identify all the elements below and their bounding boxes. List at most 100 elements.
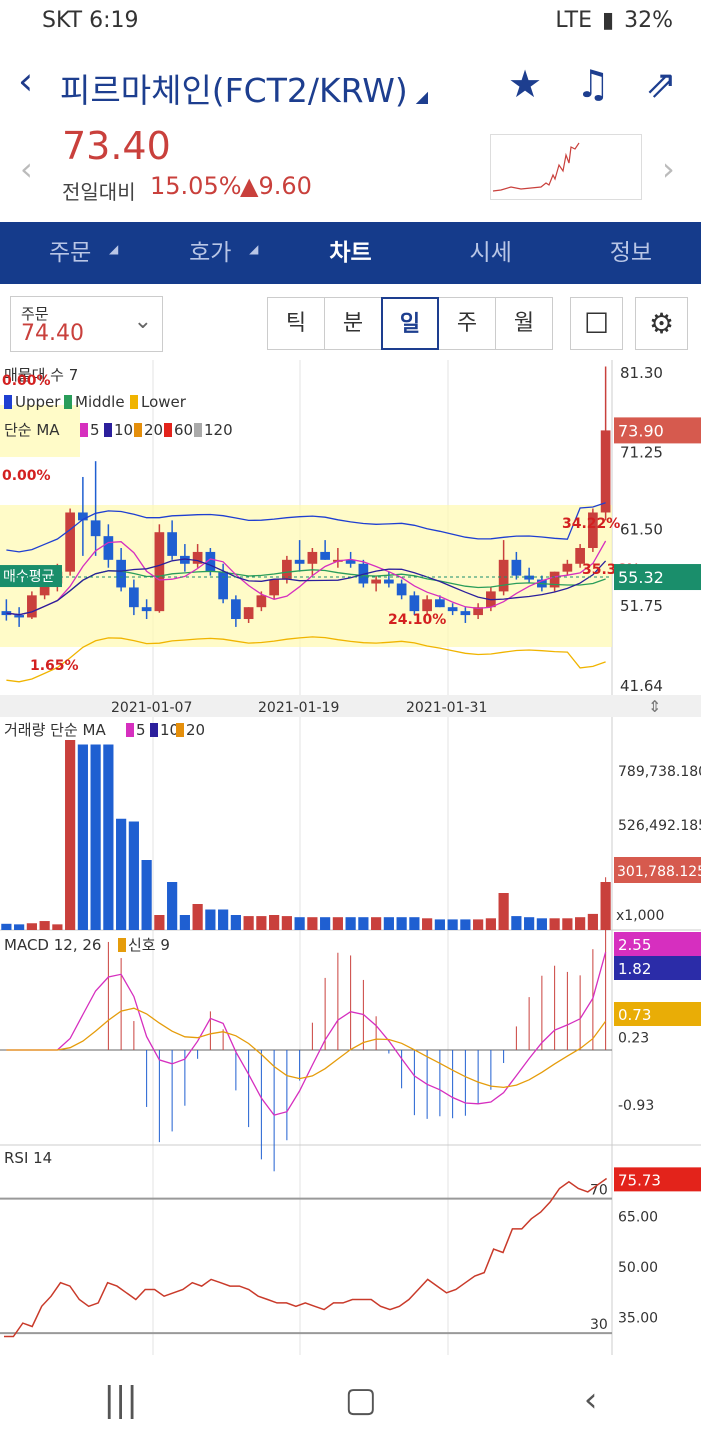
legend-swatch xyxy=(4,395,12,409)
candle-body xyxy=(78,512,88,521)
tab-chart[interactable]: 차트 xyxy=(329,240,372,266)
star-icon[interactable]: ★ xyxy=(507,62,543,106)
price-tick: 51.75 xyxy=(620,597,663,615)
last-price-badge xyxy=(614,417,701,444)
volume-bar xyxy=(39,921,50,930)
status-carrier-time: SKT 6:19 xyxy=(42,8,139,33)
candle-body xyxy=(205,551,216,572)
volume-bar xyxy=(307,917,318,930)
signal-badge-label: 0.73 xyxy=(618,1006,651,1024)
legend-swatch xyxy=(64,395,72,409)
period-selector: 틱 분 일 주 월 xyxy=(267,297,553,350)
rsi-badge xyxy=(614,1167,701,1192)
volume-bar xyxy=(179,915,190,930)
fullscreen-square-icon[interactable]: ☐ xyxy=(570,297,623,350)
volume-bar xyxy=(460,919,471,930)
bell-icon[interactable]: ♫ xyxy=(575,62,611,106)
recent-apps-icon[interactable]: ||| xyxy=(103,1380,138,1420)
tab-info[interactable]: 정보 xyxy=(609,240,653,266)
candle-body xyxy=(562,563,573,572)
period-week[interactable]: 주 xyxy=(438,297,496,350)
avg-price-label: 55.32 xyxy=(618,568,664,587)
macd-title: MACD 12, 26 xyxy=(4,936,101,954)
volume-bar xyxy=(549,918,560,930)
candle-body xyxy=(1,611,12,616)
period-day[interactable]: 일 xyxy=(381,297,439,350)
macd-badge xyxy=(614,956,701,980)
volume-bar xyxy=(243,916,254,930)
volume-profile-zone xyxy=(0,505,612,647)
candle-body xyxy=(39,583,50,596)
signal-line xyxy=(6,1007,607,1089)
volume-bar xyxy=(536,918,547,930)
price-pane: 81.30 71.25 61.50 51.75 41.64 매물대 수 7 Upper Mid… xyxy=(0,360,701,1355)
candle-body xyxy=(231,599,241,620)
candle-body xyxy=(600,430,611,513)
candle-body xyxy=(575,547,585,564)
candle-body xyxy=(65,512,75,572)
pct-annotation: 34.22% xyxy=(562,516,620,532)
prev-coin-icon[interactable]: ‹ xyxy=(20,150,33,188)
legend-swatch xyxy=(176,723,184,737)
gear-icon[interactable]: ⚙ xyxy=(635,297,688,350)
volume-bar xyxy=(141,860,152,930)
home-icon[interactable]: ▢ xyxy=(344,1380,377,1420)
legend-swatch xyxy=(104,423,112,437)
dropdown-triangle-icon: ◢ xyxy=(415,87,429,106)
price-tick: 71.25 xyxy=(620,443,663,461)
share-icon[interactable]: ⇗ xyxy=(645,62,677,106)
legend-swatch xyxy=(134,423,142,437)
legend-label: 5 xyxy=(90,421,100,439)
volume-bar xyxy=(396,917,407,930)
price-tick: 61.50 xyxy=(620,520,663,538)
macd-tick: 0.23 xyxy=(618,1031,649,1047)
candle-body xyxy=(269,579,279,596)
tab-market[interactable]: 시세 xyxy=(469,240,512,266)
page-title[interactable]: 피르마체인(FCT2/KRW) ◢ xyxy=(60,71,429,110)
mini-chart[interactable] xyxy=(490,134,642,200)
volume-bar xyxy=(256,916,267,930)
volume-bar xyxy=(473,919,484,930)
candle-body xyxy=(116,559,126,588)
volume-bar xyxy=(524,917,535,930)
volume-bar xyxy=(90,744,101,930)
rsi-tick: 65.00 xyxy=(618,1209,658,1225)
candle-body xyxy=(167,532,177,556)
candle-body xyxy=(307,551,318,564)
volume-bar xyxy=(77,744,88,930)
signal-badge xyxy=(614,1002,701,1026)
tab-orderbook[interactable]: 호가 ◢ xyxy=(140,222,280,284)
candle-body xyxy=(129,587,139,608)
next-coin-icon[interactable]: › xyxy=(662,150,675,188)
candle-body xyxy=(460,611,471,616)
period-tick[interactable]: 틱 xyxy=(267,297,325,350)
volume-bar xyxy=(409,917,420,930)
candle-body xyxy=(384,579,394,584)
volume-bar xyxy=(587,913,598,930)
back-icon[interactable]: ‹ xyxy=(583,1380,598,1420)
main-tabs: 주문 ◢ 호가 ◢ 차트 시세 정보 xyxy=(0,222,701,284)
period-month[interactable]: 월 xyxy=(495,297,553,350)
volume-title: 거래량 단순 MA xyxy=(4,721,106,739)
volume-unit: x1,000 xyxy=(616,908,664,924)
tab-order[interactable]: 주문 ◢ xyxy=(0,222,140,284)
tab-corner-icon: ◢ xyxy=(249,242,259,256)
legend-swatch xyxy=(194,423,202,437)
volume-bar xyxy=(371,917,382,930)
header: ‹ 피르마체인(FCT2/KRW) ◢ ★ ♫ ⇗ xyxy=(0,44,701,124)
bollinger-upper xyxy=(6,502,606,553)
volume-pane: 거래량 단순 MA 5 10 20 789,738.180 526,492.185 x1,0… xyxy=(0,721,701,931)
legend-label: 5 xyxy=(136,721,146,739)
candle-body xyxy=(345,559,356,564)
legend-swatch xyxy=(80,423,88,437)
volume-bar xyxy=(422,918,433,930)
candle-body xyxy=(409,595,420,612)
chart-area[interactable]: 81.30 71.25 61.50 51.75 41.64 매물대 수 7 Upper Mid… xyxy=(0,360,701,1360)
volume-tick: 789,738.180 xyxy=(618,764,701,780)
header-actions: ★ ♫ ⇗ xyxy=(503,62,683,106)
period-minute[interactable]: 분 xyxy=(324,297,382,350)
legend-label: Middle xyxy=(75,393,125,411)
tab-corner-icon: ◢ xyxy=(108,242,119,256)
back-arrow-icon[interactable]: ‹ xyxy=(18,59,34,103)
order-price-select[interactable]: 주문 74.40 ⌄ xyxy=(10,296,163,352)
